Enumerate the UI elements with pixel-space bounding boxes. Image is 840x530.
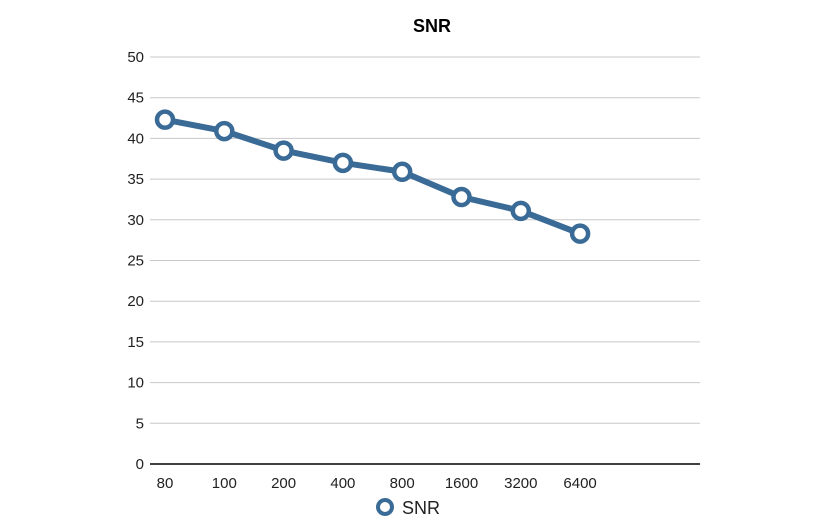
data-point	[510, 200, 532, 222]
chart-title: SNR	[413, 16, 451, 36]
y-tick-label: 50	[127, 49, 144, 66]
y-tick-label: 35	[127, 171, 144, 188]
y-tick-label: 20	[127, 293, 144, 310]
y-tick-label: 5	[136, 415, 144, 432]
x-tick-label: 400	[330, 475, 355, 492]
y-tick-label: 30	[127, 212, 144, 229]
x-tick-label: 3200	[504, 475, 537, 492]
data-point	[391, 161, 413, 183]
data-point	[332, 152, 354, 174]
x-tick-label: 200	[271, 475, 296, 492]
y-tick-label: 40	[127, 130, 144, 147]
x-tick-label: 800	[390, 475, 415, 492]
x-tick-label: 80	[157, 475, 174, 492]
y-tick-label: 45	[127, 90, 144, 107]
x-tick-label: 1600	[445, 475, 478, 492]
x-tick-label: 6400	[563, 475, 596, 492]
gridlines	[150, 56, 700, 424]
data-point	[451, 186, 472, 208]
axes: 0 5 10 15 20 25 30 35 40 45 50 80 100 200 400 800 1600 32…	[127, 49, 700, 492]
legend-label: SNR	[402, 498, 440, 518]
y-tick-label: 25	[127, 253, 144, 270]
legend: SNR	[376, 498, 440, 518]
legend-marker	[376, 498, 394, 516]
data-point	[154, 109, 176, 130]
y-tick-label: 15	[127, 334, 144, 351]
data-point	[273, 140, 294, 161]
series-snr	[154, 109, 591, 244]
data-point	[214, 120, 235, 142]
y-tick-label: 0	[136, 456, 144, 473]
x-tick-label: 100	[212, 475, 237, 492]
data-point	[569, 223, 591, 244]
y-tick-label: 10	[127, 375, 144, 392]
